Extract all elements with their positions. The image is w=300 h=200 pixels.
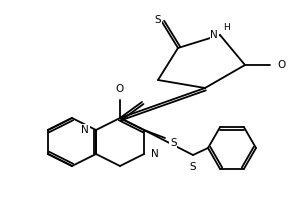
Text: O: O bbox=[277, 60, 285, 70]
Text: N: N bbox=[210, 30, 218, 40]
Text: H: H bbox=[223, 22, 230, 31]
Text: N: N bbox=[81, 125, 89, 135]
Text: O: O bbox=[116, 84, 124, 94]
Text: S: S bbox=[190, 162, 196, 172]
Text: N: N bbox=[151, 149, 159, 159]
Text: S: S bbox=[155, 15, 161, 25]
Text: S: S bbox=[170, 138, 177, 148]
